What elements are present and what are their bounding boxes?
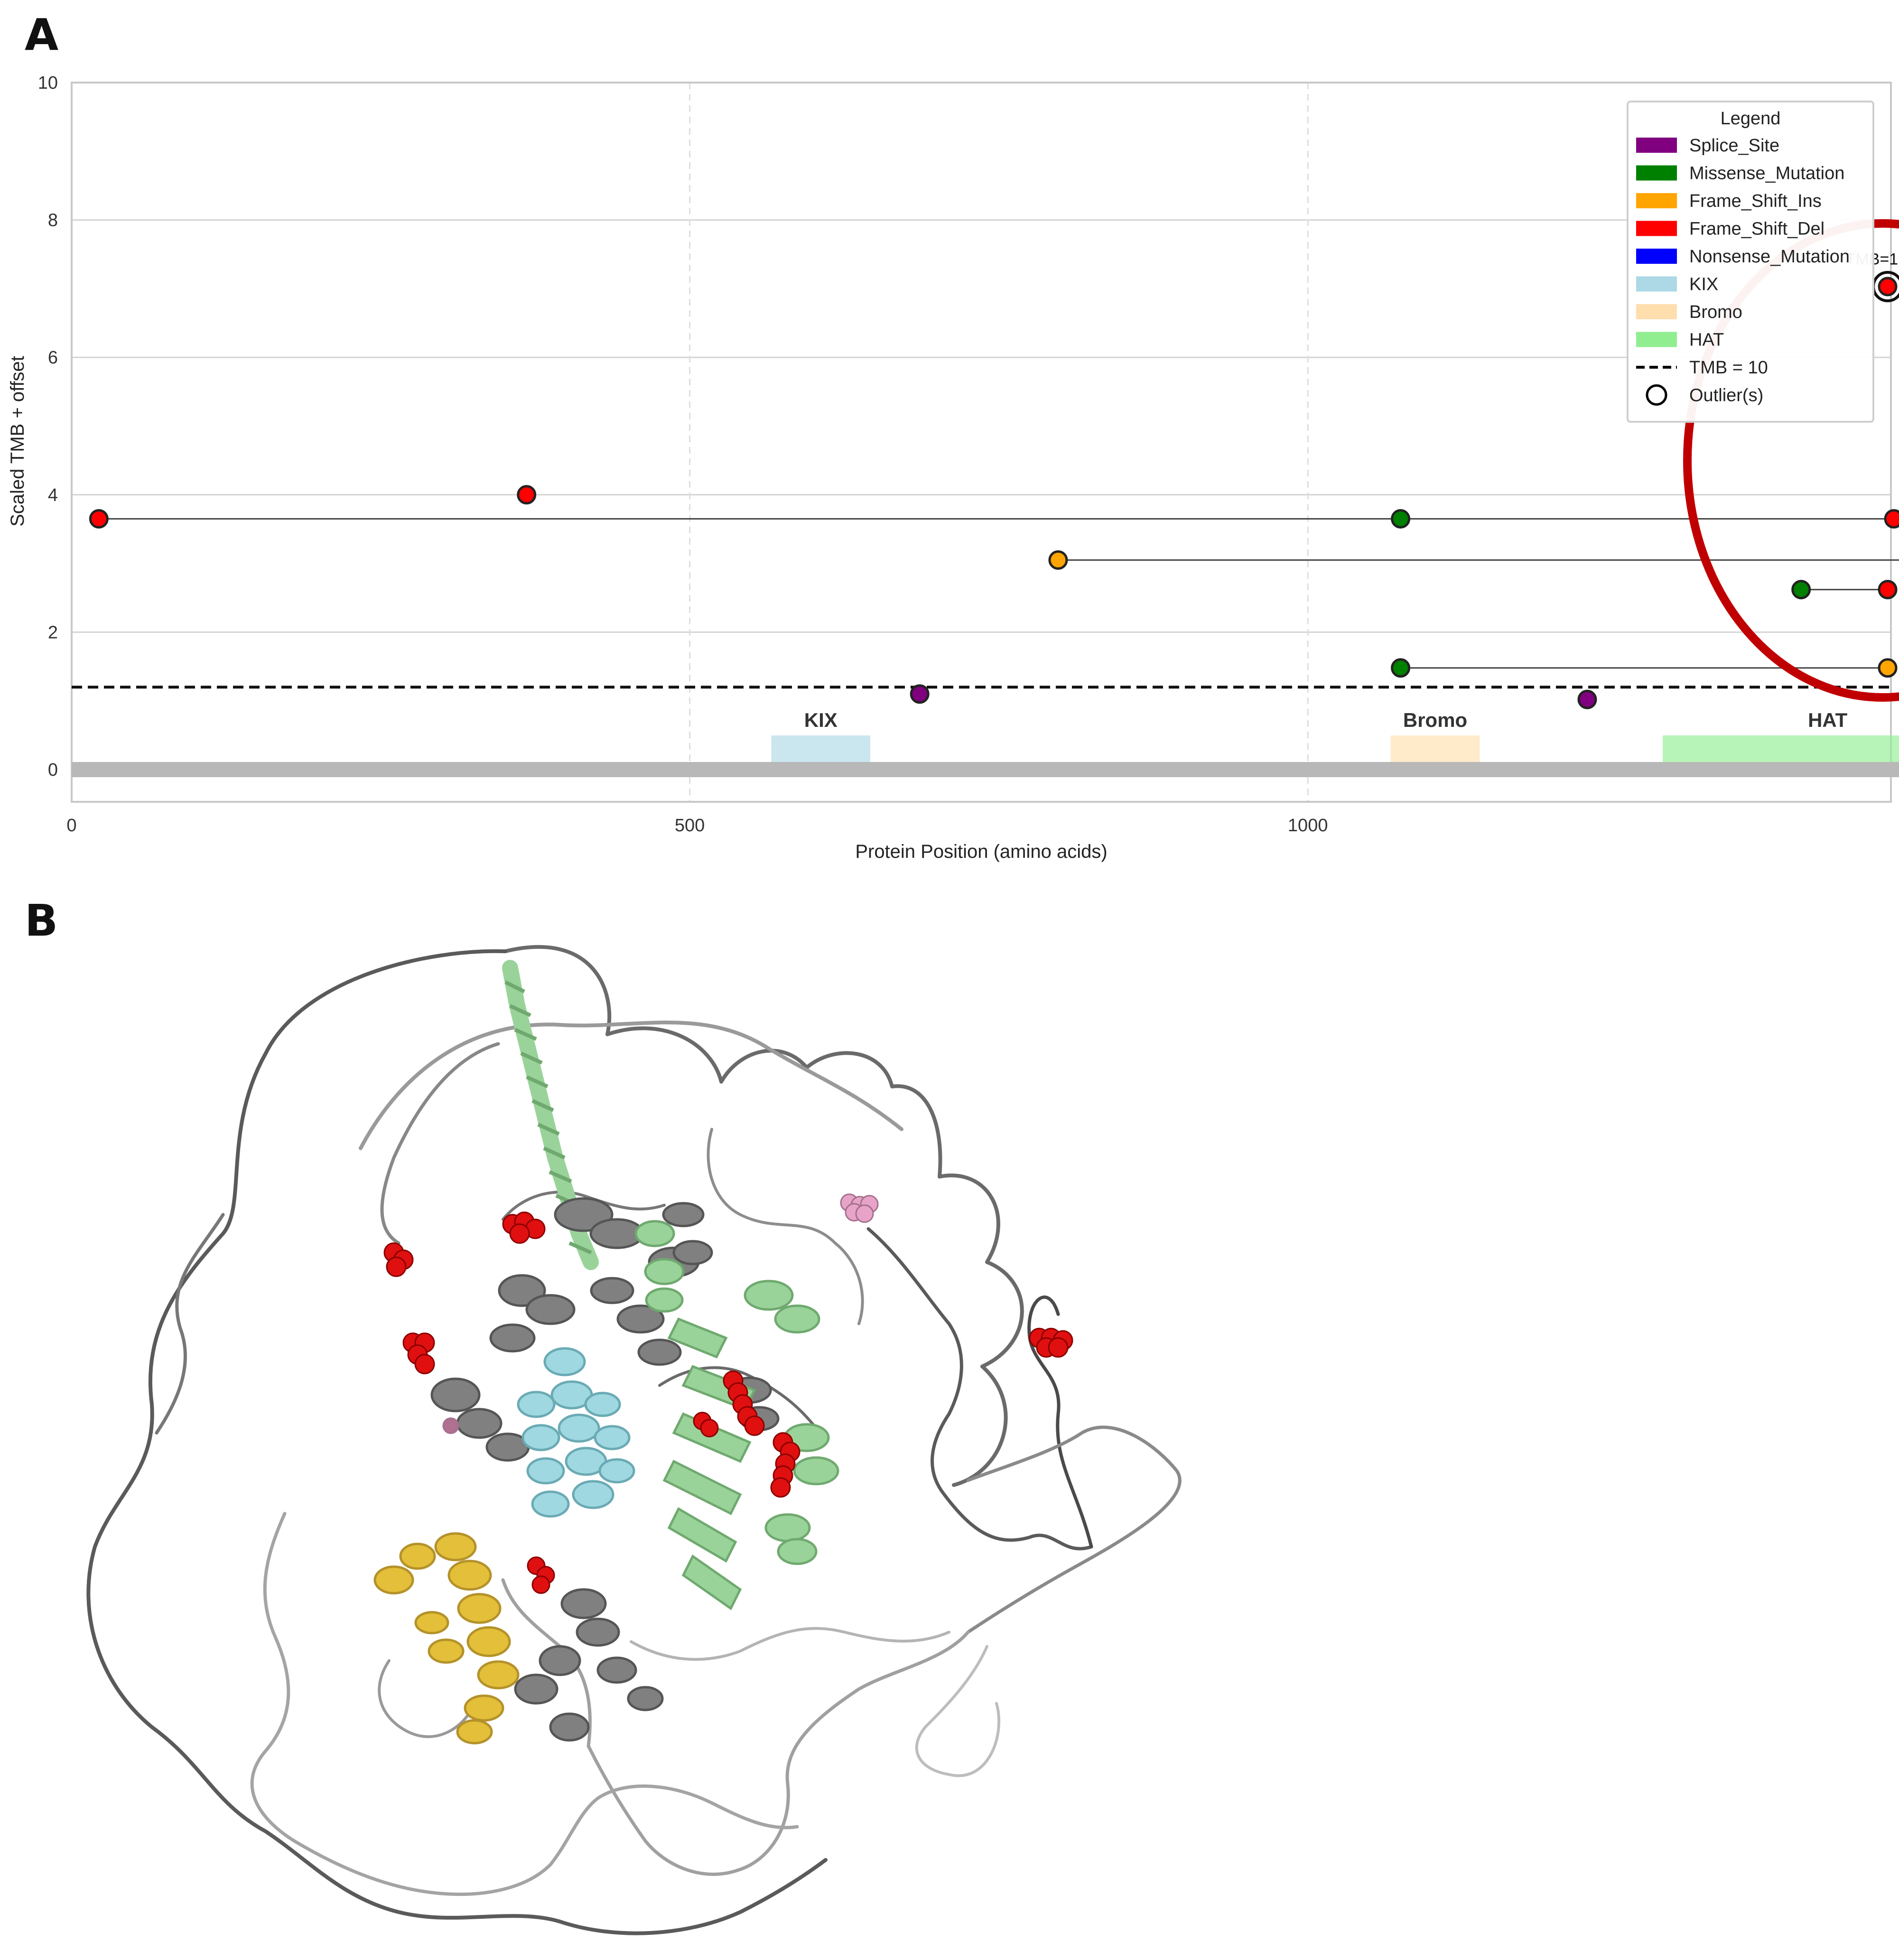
legend-label: Bromo [1689,302,1742,322]
legend-label: Splice_Site [1689,136,1779,156]
bromo-domain-fold [373,1532,520,1745]
point-frame-shift-del [1878,277,1898,297]
protein-bar-layer [72,762,1899,777]
hat-domain-fold [634,1220,839,1610]
point-missense-mutation [1391,658,1411,678]
plot-frame [71,82,1892,803]
y-tick-label: 0 [48,760,58,780]
domain-box-kix [771,735,870,764]
panel-a-label: A [25,9,59,60]
tick-labels: 02468100500100015002000 [38,73,1328,836]
domain-label-kix: KIX [804,709,838,731]
domain-label-hat: HAT [1808,709,1848,731]
legend-swatch [1636,165,1677,181]
point-frame-shift-del [517,485,537,505]
legend-swatch [1636,276,1677,292]
legend-title: Legend [1721,109,1781,129]
x-axis-title: Protein Position (amino acids) [855,841,1107,862]
legend-label: HAT [1689,330,1724,350]
point-frame-shift-ins [1878,658,1898,678]
legend-label: Outlier(s) [1689,386,1763,406]
point-missense-mutation [1391,509,1411,529]
legend-swatch [1636,332,1677,347]
legend-swatch [1636,138,1677,153]
mutation-spheres [383,1211,1073,1594]
domain-box-hat [1662,735,1899,764]
x-tick-label: 1000 [1288,816,1328,836]
point-frame-shift-del [1878,580,1898,600]
legend-label: Nonsense_Mutation [1689,247,1850,267]
point-frame-shift-ins [1048,550,1068,570]
y-tick-label: 10 [38,73,58,93]
legend-label: TMB = 10 [1689,358,1768,378]
legend: Legend Splice_Site Missense_Mutation Frame_… [1627,101,1874,423]
connection-lines [99,518,1899,669]
y-tick-label: 2 [48,622,58,642]
y-tick-label: 4 [48,485,58,505]
point-missense-mutation [1791,580,1811,600]
x-tick-label: 0 [66,816,76,836]
y-axis-title: Scaled TMB + offset [7,356,28,527]
splice-spheres [442,1193,879,1434]
highlight-ellipse-layer [1683,219,1899,702]
domain-label-bromo: Bromo [1403,709,1467,731]
legend-swatch [1636,221,1677,236]
point-splice-site [1577,689,1597,709]
gray-helix-core [430,1197,780,1742]
legend-label: Missense_Mutation [1689,164,1844,184]
structure-backbone-coils [86,945,1182,1935]
legend-outlier-circle [1646,384,1667,406]
highlight-ellipse [1683,219,1899,702]
legend-label: KIX [1689,275,1718,295]
points-layer [89,271,1899,709]
point-splice-site [910,684,930,704]
x-tick-label: 500 [675,816,705,836]
point-frame-shift-del [89,509,109,529]
kix-helices [517,1347,635,1518]
legend-swatch [1636,304,1677,319]
legend-swatch [1636,193,1677,208]
legend-swatch [1636,249,1677,264]
point-frame-shift-del [1884,509,1899,529]
y-tick-label: 8 [48,211,58,231]
domain-box-bromo [1390,735,1480,764]
panel-b-label: B [25,895,58,946]
legend-label: Frame_Shift_Del [1689,219,1825,239]
domain-layer: KIX Bromo HAT [771,709,1899,764]
protein-bar [72,762,1899,777]
legend-box [1627,101,1874,423]
legend-label: Frame_Shift_Ins [1689,191,1822,211]
y-tick-label: 6 [48,348,58,368]
